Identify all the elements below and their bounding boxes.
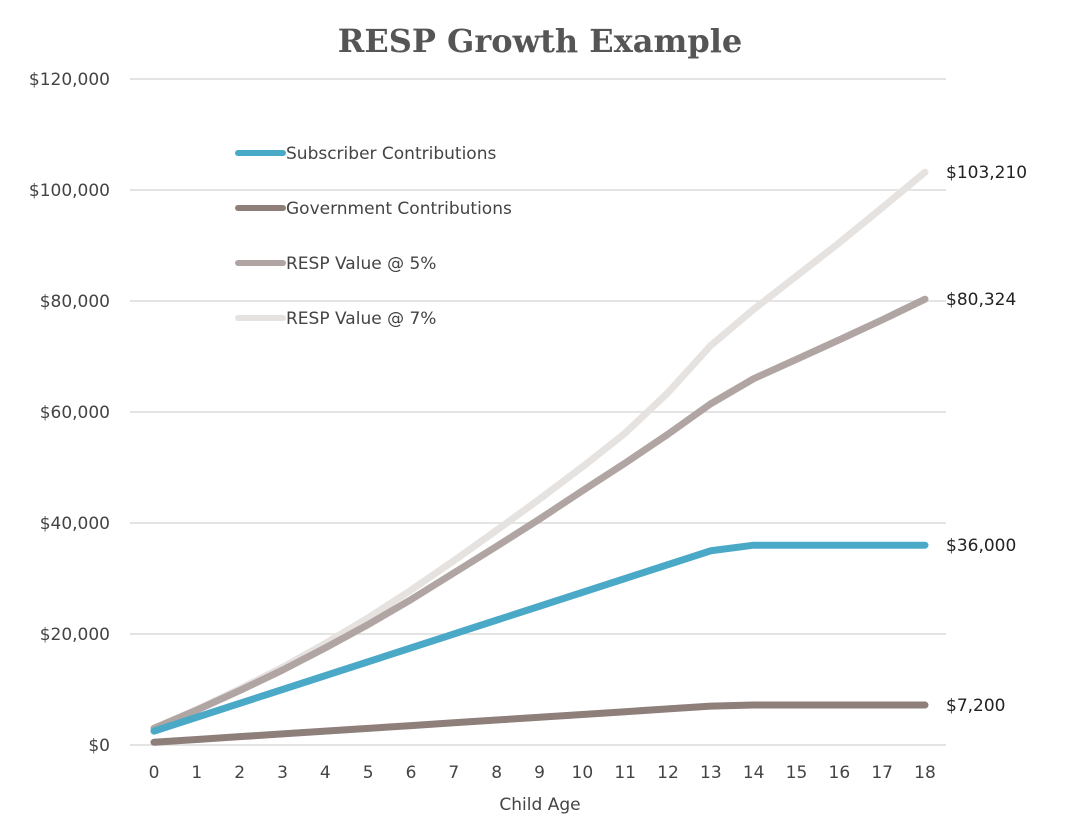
series-line [150, 541, 929, 735]
x-tick-label: 13 [700, 763, 722, 783]
x-tick-label: 3 [277, 763, 288, 783]
end-value-label: $80,324 [946, 290, 1016, 310]
x-tick-label: 18 [914, 763, 936, 783]
end-value-label: $103,210 [946, 163, 1027, 183]
chart-title: RESP Growth Example [338, 22, 743, 60]
x-tick-label: 14 [743, 763, 765, 783]
x-tick-label: 12 [657, 763, 679, 783]
x-tick-label: 0 [149, 763, 160, 783]
x-tick-label: 1 [191, 763, 202, 783]
x-tick-label: 10 [572, 763, 594, 783]
y-tick-label: $20,000 [40, 625, 110, 645]
legend-label: RESP Value @ 7% [286, 309, 436, 329]
x-tick-label: 11 [614, 763, 636, 783]
x-tick-label: 16 [829, 763, 851, 783]
x-tick-label: 5 [363, 763, 374, 783]
y-tick-label: $120,000 [29, 70, 110, 90]
x-tick-label: 4 [320, 763, 331, 783]
series-line [150, 168, 929, 732]
end-value-label: $36,000 [946, 536, 1016, 556]
legend-label: Government Contributions [286, 199, 512, 219]
end-value-label: $7,200 [946, 696, 1005, 716]
y-tick-label: $80,000 [40, 292, 110, 312]
series-line [150, 295, 929, 732]
series-line [150, 701, 929, 746]
x-tick-label: 8 [491, 763, 502, 783]
x-axis-label: Child Age [499, 795, 580, 815]
y-tick-label: $100,000 [29, 181, 110, 201]
y-tick-label: $60,000 [40, 403, 110, 423]
x-tick-label: 17 [871, 763, 893, 783]
x-tick-label: 2 [234, 763, 245, 783]
legend-label: RESP Value @ 5% [286, 254, 436, 274]
x-tick-label: 6 [406, 763, 417, 783]
x-tick-label: 9 [534, 763, 545, 783]
legend-label: Subscriber Contributions [286, 144, 496, 164]
x-tick-label: 15 [786, 763, 808, 783]
x-tick-label: 7 [448, 763, 459, 783]
y-tick-label: $40,000 [40, 514, 110, 534]
y-tick-label: $0 [88, 736, 110, 756]
